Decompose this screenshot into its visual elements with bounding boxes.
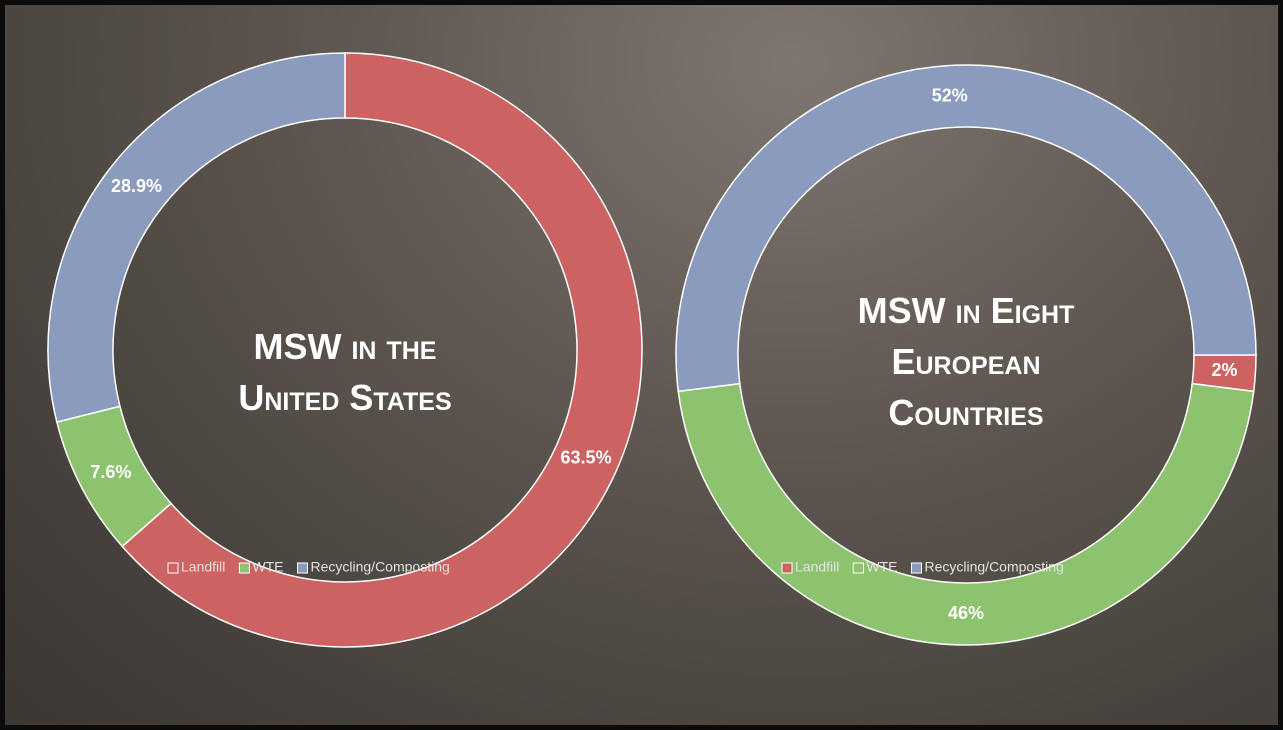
data-label: 28.9%: [111, 176, 162, 196]
donut-segment: [675, 64, 1257, 393]
data-label: 7.6%: [90, 462, 131, 482]
legend-marker: [167, 562, 179, 574]
data-label: 46%: [948, 603, 984, 623]
legend-marker: [910, 562, 922, 574]
legend-marker: [852, 562, 864, 574]
legend-label: WTE: [252, 559, 283, 575]
donut-segment: [677, 382, 1255, 646]
legend-label: Landfill: [795, 559, 839, 575]
legend-label: Recycling/Composting: [310, 559, 449, 575]
data-label: 2%: [1211, 360, 1237, 380]
legend-label: Recycling/Composting: [924, 559, 1063, 575]
legend-label: WTE: [866, 559, 897, 575]
legend-marker: [781, 562, 793, 574]
chart-title: MSW in Eight European Countries: [857, 290, 1075, 433]
legend-marker: [296, 562, 308, 574]
donut-segment: [47, 52, 346, 423]
legend-label: Landfill: [181, 559, 225, 575]
legend-marker: [238, 562, 250, 574]
data-label: 52%: [932, 85, 968, 105]
donut-segment: [121, 52, 643, 648]
charts: 63.5% 7.6% 28.9% Landfill WTE Recycling/Compo…: [47, 52, 1257, 648]
data-label: 63.5%: [561, 448, 612, 468]
chart-title: MSW in the United States: [238, 326, 452, 418]
